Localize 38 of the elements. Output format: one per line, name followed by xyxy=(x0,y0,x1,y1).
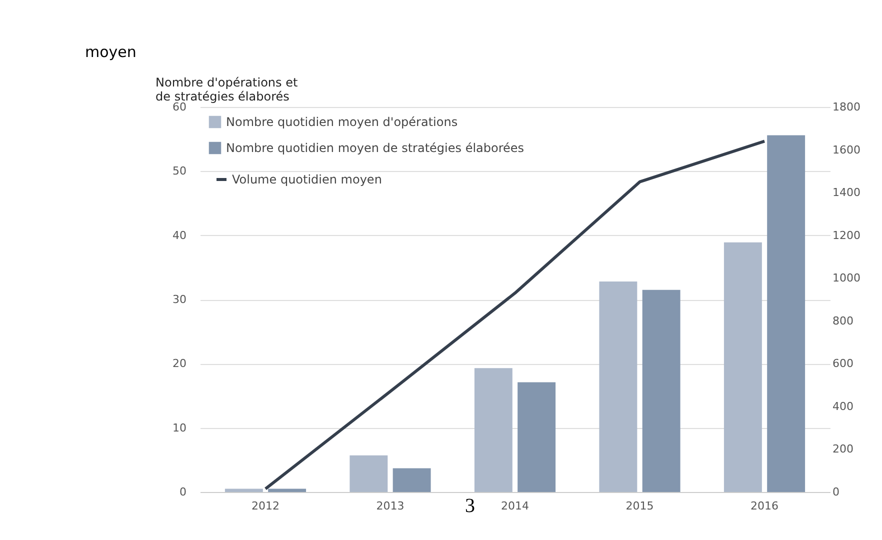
y2-tick-label: 400 xyxy=(832,400,854,413)
bar xyxy=(224,488,263,492)
bar xyxy=(767,135,806,492)
y-tick-label: 30 xyxy=(172,293,186,306)
y-tick-label: 10 xyxy=(172,421,186,434)
y2-tick-label: 1200 xyxy=(832,228,860,242)
text: moyen xyxy=(85,43,136,61)
x-tick-label: 2012 xyxy=(251,500,280,512)
bar xyxy=(392,468,431,492)
bar xyxy=(474,368,512,492)
legend-label: Volume quotidien moyen xyxy=(232,172,382,186)
y2-tick-label: 1000 xyxy=(832,272,860,285)
y-tick-label: 0 xyxy=(180,486,186,498)
bar xyxy=(350,455,388,492)
y-tick-label: 60 xyxy=(172,100,186,114)
y2-tick-label: 600 xyxy=(832,357,854,370)
bar xyxy=(518,382,556,492)
y2-tick-label: 0 xyxy=(832,486,840,498)
x-tick-label: 2016 xyxy=(750,500,779,512)
x-tick-label: 2015 xyxy=(626,500,654,512)
bar xyxy=(599,282,638,492)
legend-label: Nombre quotidien moyen de stratégies élaborées xyxy=(226,141,524,155)
y2-tick-label: 1400 xyxy=(832,186,860,200)
bar xyxy=(268,488,306,492)
text: 3 xyxy=(465,495,475,517)
y2-tick-label: 1600 xyxy=(832,143,860,156)
y-axis-title: Nombre d'opérations et de stratégies élaborés xyxy=(156,76,298,104)
y-tick-label: 40 xyxy=(172,228,186,242)
x-tick-label: 2013 xyxy=(376,500,404,512)
y2-tick-label: 800 xyxy=(832,314,854,328)
y-tick-label: 20 xyxy=(172,357,186,370)
y2-tick-label: 1800 xyxy=(832,100,860,114)
y2-tick-label: 200 xyxy=(832,442,854,456)
y-tick-label: 50 xyxy=(172,164,186,178)
bar xyxy=(642,290,680,492)
bar xyxy=(724,242,762,492)
legend-label: Nombre quotidien moyen d'opérations xyxy=(226,115,458,129)
x-tick-label: 2014 xyxy=(501,500,529,512)
